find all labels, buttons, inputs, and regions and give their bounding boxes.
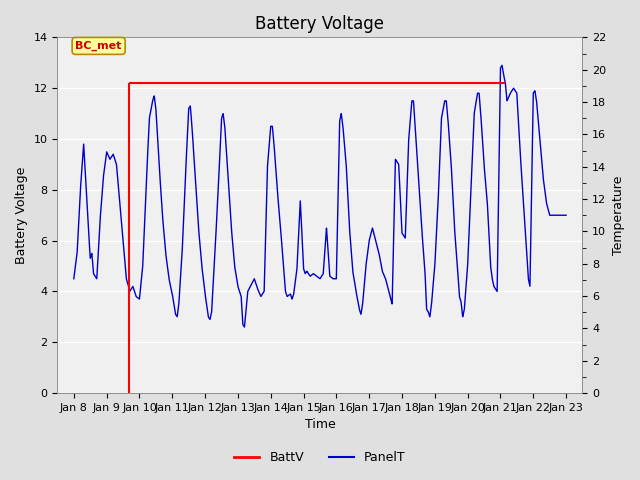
Line: PanelT: PanelT bbox=[74, 65, 566, 327]
Y-axis label: Battery Voltage: Battery Voltage bbox=[15, 167, 28, 264]
Y-axis label: Temperature: Temperature bbox=[612, 176, 625, 255]
PanelT bbox=[498, 62, 506, 68]
PanelT bbox=[562, 212, 570, 218]
Text: BC_met: BC_met bbox=[76, 41, 122, 51]
Legend: BattV, PanelT: BattV, PanelT bbox=[229, 446, 411, 469]
PanelT bbox=[159, 222, 167, 228]
PanelT bbox=[365, 238, 373, 244]
PanelT bbox=[437, 120, 445, 126]
PanelT bbox=[475, 90, 483, 96]
X-axis label: Time: Time bbox=[305, 419, 335, 432]
PanelT bbox=[390, 217, 398, 223]
PanelT bbox=[70, 276, 77, 282]
Title: Battery Voltage: Battery Voltage bbox=[255, 15, 385, 33]
PanelT bbox=[241, 324, 248, 330]
PanelT bbox=[258, 292, 266, 298]
